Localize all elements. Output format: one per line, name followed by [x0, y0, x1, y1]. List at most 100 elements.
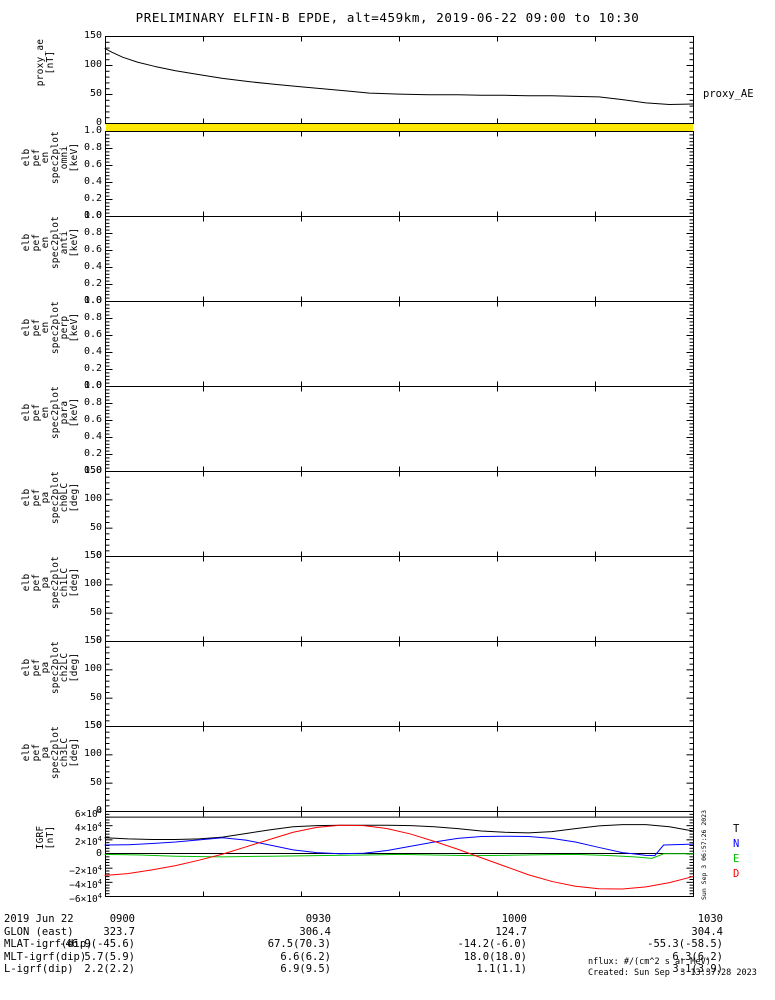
ytick-label: 100 — [83, 578, 102, 590]
legend-item-E: E — [733, 853, 740, 865]
ytick-label: 50 — [89, 776, 102, 788]
ytick-label: 50 — [89, 691, 102, 703]
ytick-label: 1.0 — [83, 295, 102, 306]
trace-label-proxy-ae: proxy_AE — [703, 88, 754, 100]
ephemeris-row-label: MLT-igrf(dip) — [4, 950, 87, 963]
ytick-label: 150 — [83, 550, 102, 561]
ephemeris-value: 18.0(18.0) — [463, 950, 527, 963]
page-title: PRELIMINARY ELFIN-B EPDE, alt=459km, 201… — [135, 10, 640, 25]
ytick-label: 0.4 — [83, 176, 102, 187]
ytick-label: 0.6 — [83, 414, 102, 425]
ytick-label: 0.4 — [83, 431, 102, 442]
ephemeris-column: 0900 323.7 -46.9(-45.6) 5.7(5.9) 2.2(2.2) — [25, 913, 135, 976]
ytick-label: 0.6 — [83, 244, 102, 255]
panel-frame-pa-ch2lc — [105, 641, 694, 727]
ytick-label: 0.6 — [83, 329, 102, 340]
ephemeris-column: 1000 124.7 -14.2(-6.0) 18.0(18.0) 1.1(1.1) — [417, 913, 527, 976]
ytick-label: 0 — [95, 847, 102, 859]
ytick-label: 0.8 — [83, 312, 102, 323]
ytick-label: 0.8 — [83, 227, 102, 238]
ytick-label: 0.2 — [83, 278, 102, 289]
ephemeris-value: -55.3(-58.5) — [647, 938, 723, 951]
ytick-label: 100 — [83, 493, 102, 505]
ephemeris-value: -46.9(-45.6) — [59, 938, 135, 951]
ytick-label: 0.8 — [83, 142, 102, 153]
ytick-label: 0 — [95, 117, 102, 128]
ephemeris-row-label: GLON (east) — [4, 925, 74, 938]
trace-IGRF-N — [104, 835, 694, 857]
ytick-label: 100 — [83, 663, 102, 675]
ytick-label: 0.0 — [83, 380, 102, 391]
highlight-bar — [106, 124, 693, 131]
ytick-label: 150 — [83, 465, 102, 476]
ephemeris-value: 2.2(2.2) — [84, 963, 135, 976]
trace-IGRF-E — [104, 853, 694, 859]
ytick-label: 100 — [83, 748, 102, 760]
ytick-label: −6×104 — [69, 892, 102, 906]
ytick-label: 0.2 — [83, 363, 102, 374]
ytick-label: 0.6 — [83, 159, 102, 170]
xtick-time-label: 0900 — [109, 913, 135, 925]
trace-IGRF-D — [104, 824, 694, 890]
ytick-label: 0 — [95, 550, 102, 561]
ytick-label: 0.0 — [83, 210, 102, 221]
ytick-label: 0.2 — [83, 448, 102, 459]
trace-proxy_ae-proxy_AE — [104, 48, 694, 106]
ytick-label: 4×104 — [74, 821, 102, 835]
ephemeris-value: 6.3(6.2) — [672, 950, 723, 963]
ephemeris-column: 1030 304.4 -55.3(-58.5) 6.3(6.2) 3.1(3.9) — [613, 913, 723, 976]
footnote-created: Created: Sun Sep 3 13:37:28 2023 — [588, 968, 757, 978]
ytick-label: −2×104 — [69, 863, 102, 877]
xtick-time-label: 1000 — [501, 913, 527, 925]
ytick-label: 0.4 — [83, 346, 102, 357]
ytick-label: 0.4 — [83, 261, 102, 272]
ytick-label: 0 — [95, 805, 102, 816]
panel-frame-pa-ch1lc — [105, 556, 694, 642]
legend-item-D: D — [733, 868, 740, 880]
ytick-label: 150 — [83, 635, 102, 646]
ytick-label: 1.0 — [83, 380, 102, 391]
ytick-label: −4×104 — [69, 877, 102, 891]
panel-frame-pa-ch0lc — [105, 471, 694, 557]
ephemeris-column: 0930 306.4 67.5(70.3) 6.6(6.2) 6.9(9.5) — [221, 913, 331, 976]
ephemeris-value: 6.6(6.2) — [280, 950, 331, 963]
ytick-label: 0.0 — [83, 295, 102, 306]
panel-frame-pa-ch3lc — [105, 726, 694, 812]
footnote-nflux: nflux: #/(cm^2 s ar MeV) — [588, 957, 711, 967]
ytick-label: 0 — [95, 720, 102, 731]
ytick-label: 1.0 — [83, 125, 102, 136]
legend-item-N: N — [733, 838, 740, 850]
vertical-timestamp: Sun Sep 3 06:57:26 2023 — [700, 809, 708, 900]
ytick-label: 100 — [83, 59, 102, 70]
ytick-label: 0.8 — [83, 397, 102, 408]
ephemeris-row-label: L-igrf(dip) — [4, 963, 74, 976]
ephemeris-value: 304.4 — [691, 925, 723, 938]
ytick-label: 1.0 — [83, 210, 102, 221]
panel-frame-en-omni — [105, 131, 694, 217]
ytick-label: 2×104 — [74, 835, 102, 849]
ephemeris-value: 3.1(3.9) — [672, 963, 723, 976]
ephemeris-value: 323.7 — [103, 925, 135, 938]
ytick-label: 50 — [89, 606, 102, 618]
panel-frame-en-anti — [105, 216, 694, 302]
xtick-time-label: 0930 — [305, 913, 331, 925]
ephemeris-value: 6.9(9.5) — [280, 963, 331, 976]
panel-frame-proxy-ae — [105, 36, 694, 124]
ytick-label: 6×104 — [74, 807, 102, 821]
ephemeris-value: 67.5(70.3) — [267, 938, 331, 951]
ytick-label: 0.0 — [83, 465, 102, 476]
ytick-label: 0.2 — [83, 193, 102, 204]
xtick-time-label: 1030 — [697, 913, 723, 925]
panel-frame-en-para — [105, 386, 694, 472]
ephemeris-row-label: 2019 Jun 22 — [4, 913, 74, 925]
ephemeris-value: 1.1(1.1) — [476, 963, 527, 976]
ytick-label: 150 — [83, 30, 102, 41]
ephemeris-row-label: MLAT-igrf(dip) — [4, 938, 93, 951]
legend-item-T: T — [733, 823, 740, 835]
ephemeris-value: 124.7 — [495, 925, 527, 938]
ytick-label: 50 — [89, 88, 102, 99]
ephemeris-value: 5.7(5.9) — [84, 950, 135, 963]
ephemeris-value: 306.4 — [299, 925, 331, 938]
